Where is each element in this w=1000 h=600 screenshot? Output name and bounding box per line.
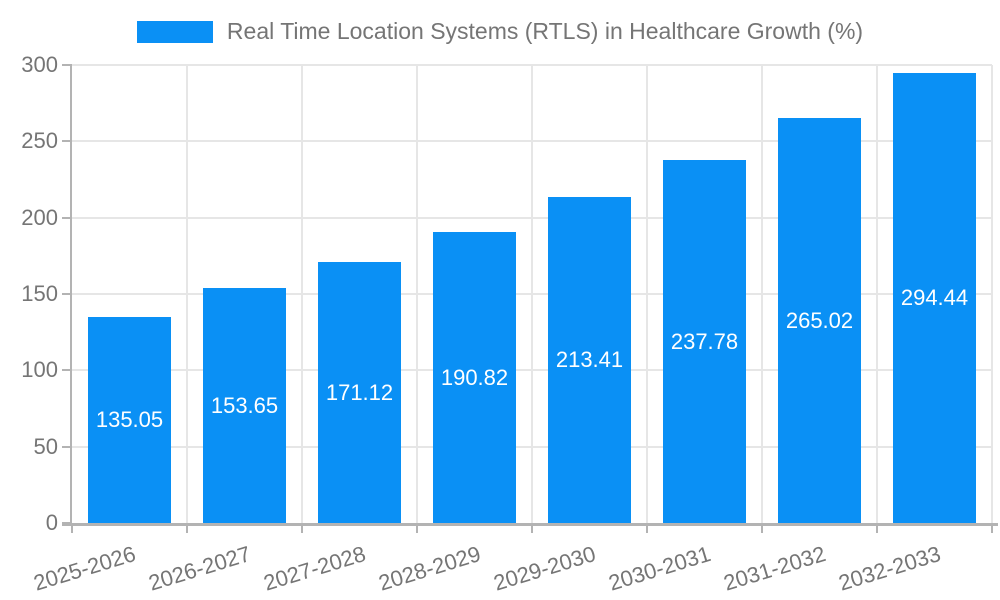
y-axis-line bbox=[70, 65, 72, 525]
bar[interactable] bbox=[318, 262, 401, 523]
x-tick-mark bbox=[761, 523, 763, 533]
y-tick-mark bbox=[62, 293, 72, 295]
y-axis-label: 150 bbox=[21, 281, 58, 306]
x-tick-mark bbox=[301, 523, 303, 533]
y-tick-mark bbox=[62, 446, 72, 448]
bar[interactable] bbox=[778, 118, 861, 523]
bar[interactable] bbox=[663, 160, 746, 523]
x-axis-line bbox=[62, 523, 998, 526]
x-gridline bbox=[761, 65, 763, 523]
x-axis-label: 2031-2032 bbox=[720, 541, 829, 596]
y-tick-mark bbox=[62, 140, 72, 142]
x-tick-mark bbox=[186, 523, 188, 533]
x-axis-label: 2029-2030 bbox=[490, 541, 599, 596]
x-axis-label: 2027-2028 bbox=[260, 541, 369, 596]
y-axis-label: 50 bbox=[33, 434, 58, 459]
bar[interactable] bbox=[433, 232, 516, 523]
x-gridline bbox=[186, 65, 188, 523]
y-axis-label: 100 bbox=[21, 357, 58, 382]
x-gridline bbox=[646, 65, 648, 523]
y-axis-label: 300 bbox=[21, 52, 58, 77]
legend-item[interactable]: Real Time Location Systems (RTLS) in Hea… bbox=[136, 18, 864, 45]
x-axis-label: 2025-2026 bbox=[30, 541, 139, 596]
x-tick-mark bbox=[876, 523, 878, 533]
x-axis-label: 2026-2027 bbox=[145, 541, 254, 596]
x-tick-mark bbox=[531, 523, 533, 533]
x-tick-mark bbox=[416, 523, 418, 533]
x-axis-label: 2030-2031 bbox=[605, 541, 714, 596]
legend-swatch-icon bbox=[136, 20, 213, 43]
x-tick-mark bbox=[646, 523, 648, 533]
y-tick-mark bbox=[62, 369, 72, 371]
x-gridline bbox=[991, 65, 993, 523]
x-gridline bbox=[531, 65, 533, 523]
legend-label: Real Time Location Systems (RTLS) in Hea… bbox=[226, 18, 864, 44]
x-tick-mark bbox=[71, 523, 73, 533]
bar[interactable] bbox=[893, 73, 976, 523]
y-axis-label: 0 bbox=[45, 510, 58, 535]
bar[interactable] bbox=[203, 288, 286, 523]
y-tick-mark bbox=[62, 217, 72, 219]
y-tick-mark bbox=[62, 64, 72, 66]
x-gridline bbox=[876, 65, 878, 523]
x-gridline bbox=[301, 65, 303, 523]
y-axis-label: 200 bbox=[21, 205, 58, 230]
bar[interactable] bbox=[548, 197, 631, 523]
bar[interactable] bbox=[88, 317, 171, 523]
x-gridline bbox=[416, 65, 418, 523]
x-axis-label: 2032-2033 bbox=[835, 541, 944, 596]
x-tick-mark bbox=[991, 523, 993, 533]
y-axis-label: 250 bbox=[21, 128, 58, 153]
legend: Real Time Location Systems (RTLS) in Hea… bbox=[0, 18, 1000, 45]
x-axis-label: 2028-2029 bbox=[375, 541, 484, 596]
